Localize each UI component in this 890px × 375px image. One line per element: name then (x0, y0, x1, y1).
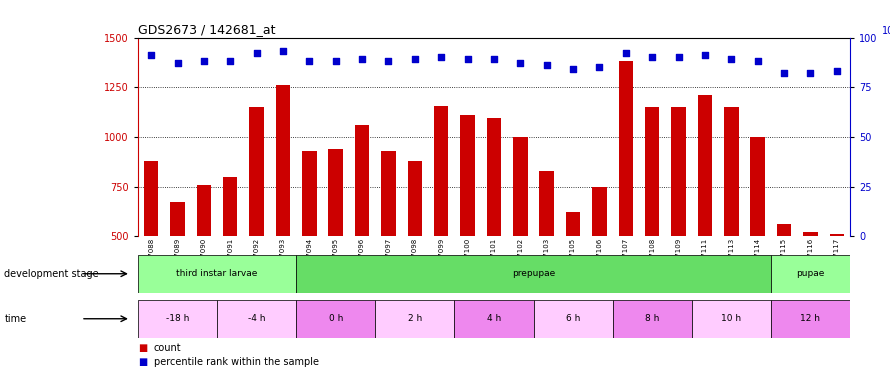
Point (408, 56, 422, 62)
Text: ■: ■ (138, 343, 147, 353)
Text: GDS2673 / 142681_at: GDS2673 / 142681_at (138, 23, 275, 36)
Bar (829, 234, 844, 336)
Text: 4 h: 4 h (487, 314, 501, 323)
Bar (803, 232, 818, 336)
Point (487, 56, 501, 62)
Text: 6 h: 6 h (566, 314, 580, 323)
Bar (197, 184, 211, 336)
Bar (533, 300, 612, 338)
Point (671, 54, 685, 60)
Point (750, 58, 765, 64)
Text: 2 h: 2 h (408, 314, 422, 323)
Text: percentile rank within the sample: percentile rank within the sample (154, 357, 319, 367)
Bar (671, 107, 686, 336)
Bar (434, 106, 449, 336)
Point (593, 64, 607, 70)
Point (170, 60, 184, 66)
Bar (771, 255, 850, 292)
Bar (408, 161, 422, 336)
Bar (302, 151, 317, 336)
Point (249, 50, 263, 56)
Bar (223, 177, 238, 336)
Point (144, 53, 158, 58)
Point (829, 68, 844, 74)
Point (197, 58, 211, 64)
Text: prepupae: prepupae (512, 269, 555, 278)
Bar (539, 171, 554, 336)
Text: pupae: pupae (797, 269, 824, 278)
Bar (724, 107, 739, 336)
Bar (612, 300, 692, 338)
Bar (144, 161, 158, 336)
Point (514, 60, 528, 66)
Point (328, 58, 343, 64)
Text: ■: ■ (138, 357, 147, 367)
Point (777, 70, 791, 76)
Point (539, 62, 554, 68)
Point (645, 54, 659, 60)
Text: -4 h: -4 h (248, 314, 265, 323)
Bar (645, 107, 659, 336)
Bar (592, 187, 607, 336)
Bar (460, 115, 475, 336)
Point (566, 66, 580, 72)
Point (303, 58, 317, 64)
Point (460, 56, 474, 62)
Point (804, 70, 818, 76)
Point (619, 50, 633, 56)
Bar (771, 300, 850, 338)
Text: development stage: development stage (4, 269, 99, 279)
Bar (328, 149, 343, 336)
Bar (376, 300, 455, 338)
Bar (138, 255, 296, 292)
Bar (487, 118, 501, 336)
Point (276, 48, 290, 54)
Bar (513, 137, 528, 336)
Bar (296, 300, 376, 338)
Bar (692, 300, 771, 338)
Point (223, 58, 238, 64)
Text: third instar larvae: third instar larvae (176, 269, 258, 278)
Point (355, 56, 369, 62)
Bar (138, 300, 217, 338)
Bar (619, 62, 633, 336)
Bar (276, 85, 290, 336)
Text: 100%: 100% (882, 26, 890, 36)
Point (434, 54, 449, 60)
Bar (355, 125, 369, 336)
Bar (217, 300, 296, 338)
Bar (455, 300, 533, 338)
Text: count: count (154, 343, 182, 353)
Bar (296, 255, 771, 292)
Text: 12 h: 12 h (800, 314, 821, 323)
Bar (777, 224, 791, 336)
Bar (698, 95, 712, 336)
Text: 0 h: 0 h (328, 314, 343, 323)
Bar (249, 107, 263, 336)
Point (724, 56, 739, 62)
Bar (566, 212, 580, 336)
Bar (170, 202, 185, 336)
Point (381, 58, 395, 64)
Text: 8 h: 8 h (645, 314, 659, 323)
Point (698, 53, 712, 58)
Text: -18 h: -18 h (166, 314, 190, 323)
Text: 10 h: 10 h (721, 314, 741, 323)
Text: time: time (4, 314, 27, 324)
Bar (750, 137, 765, 336)
Bar (381, 151, 396, 336)
